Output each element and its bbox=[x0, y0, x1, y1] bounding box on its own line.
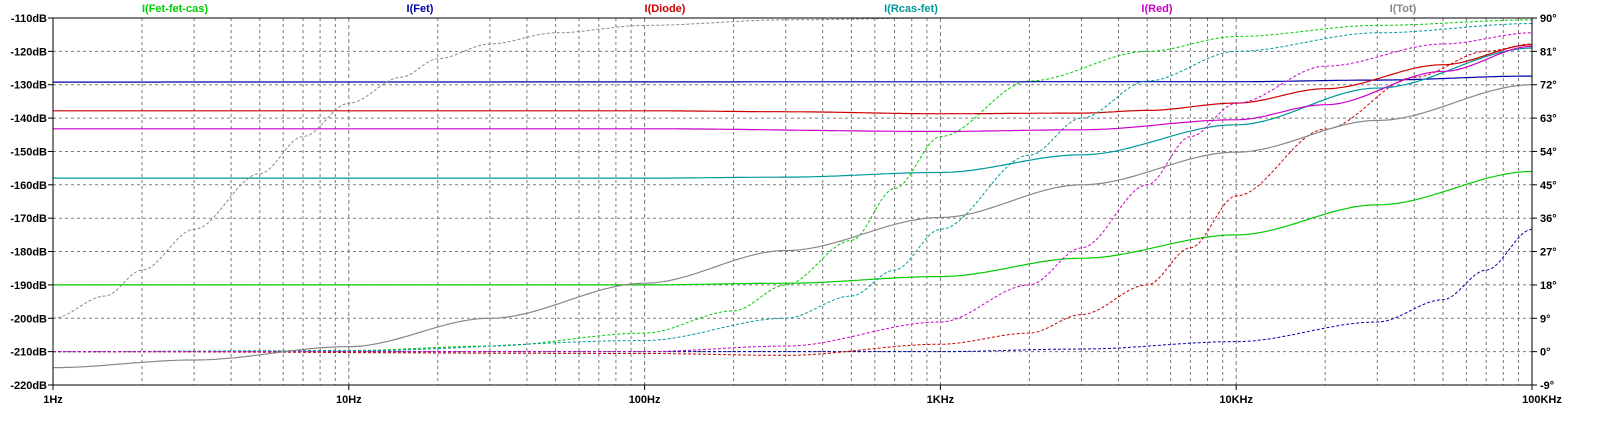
x-tick-label: 10Hz bbox=[336, 394, 362, 406]
x-tick-label: 1KHz bbox=[927, 394, 955, 406]
y-right-tick-label: 9° bbox=[1540, 313, 1551, 325]
x-tick-label: 100Hz bbox=[629, 394, 661, 406]
series-magnitude-i-rcas-fet bbox=[53, 47, 1533, 179]
y-left-tick-label: -130dB bbox=[10, 80, 47, 92]
legend-entry: I(Diode) bbox=[645, 3, 686, 15]
y-left-tick-label: -170dB bbox=[10, 213, 47, 225]
series-magnitude-i-red bbox=[53, 45, 1533, 132]
y-left-tick-label: -190dB bbox=[10, 280, 47, 292]
plot-frame bbox=[52, 17, 1533, 386]
y-left-tick-label: -150dB bbox=[10, 146, 47, 158]
y-right-tick-label: 45° bbox=[1540, 180, 1557, 192]
series-magnitude-i-tot bbox=[52, 84, 1533, 369]
y-right-tick-label: 18° bbox=[1540, 280, 1557, 292]
series-magnitude-i-diode bbox=[53, 44, 1533, 115]
y-right-tick-label: 90° bbox=[1540, 13, 1557, 25]
y-right-tick-label: -9° bbox=[1540, 380, 1554, 392]
series-phase-i-tot bbox=[52, 17, 1532, 319]
y-left-tick-label: -180dB bbox=[10, 247, 47, 259]
y-right-tick-label: 54° bbox=[1540, 146, 1557, 158]
legend: I(Fet-fet-cas) I(Fet) I(Diode) I(Rcas-fet) I… bbox=[142, 3, 1417, 15]
y-left-tick-label: -140dB bbox=[10, 113, 47, 125]
series-lines bbox=[52, 17, 1533, 369]
x-tick-label: 1Hz bbox=[43, 394, 63, 406]
y-right-tick-label: 63° bbox=[1540, 113, 1557, 125]
legend-entry: I(Tot) bbox=[1390, 3, 1417, 15]
axis-labels: -110dB -120dB -130dB -140dB -150dB -160dB -170… bbox=[10, 13, 1562, 406]
y-left-tick-label: -110dB bbox=[11, 13, 47, 25]
series-phase-i-red bbox=[53, 32, 1533, 353]
legend-entry: I(Fet) bbox=[407, 3, 434, 15]
series-magnitude-i-fet-fet-cas bbox=[53, 170, 1532, 286]
y-left-tick-label: -220dB bbox=[10, 380, 47, 392]
series-phase-i-rcas-fet bbox=[53, 23, 1532, 353]
legend-entry: I(Fet-fet-cas) bbox=[142, 3, 208, 15]
y-left-tick-label: -200dB bbox=[10, 313, 47, 325]
y-right-tick-label: 0° bbox=[1540, 347, 1551, 359]
y-left-tick-label: -120dB bbox=[10, 46, 47, 58]
y-right-tick-label: 36° bbox=[1540, 213, 1557, 225]
y-right-tick-label: 27° bbox=[1540, 247, 1557, 259]
y-right-tick-label: 72° bbox=[1540, 80, 1557, 92]
y-right-tick-label: 81° bbox=[1540, 46, 1557, 58]
legend-entry: I(Rcas-fet) bbox=[884, 3, 938, 15]
y-left-tick-label: -210dB bbox=[10, 347, 47, 359]
y-left-tick-label: -160dB bbox=[10, 180, 47, 192]
legend-entry: I(Red) bbox=[1141, 3, 1173, 15]
x-tick-label: 10KHz bbox=[1219, 394, 1253, 406]
x-tick-label: 100KHz bbox=[1522, 394, 1562, 406]
series-phase-i-diode bbox=[53, 43, 1533, 356]
grid bbox=[52, 17, 1532, 386]
